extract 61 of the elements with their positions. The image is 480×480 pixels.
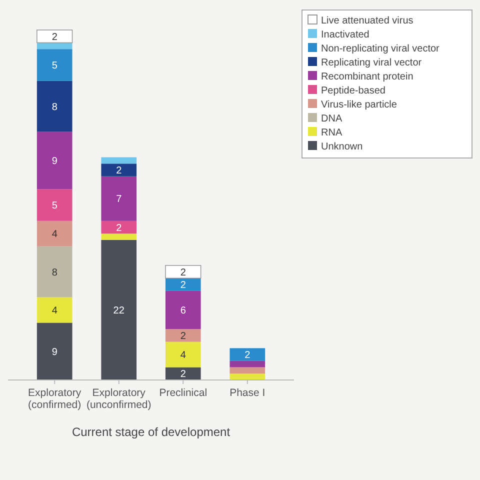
- bar: [36, 189, 72, 221]
- data-label: 2: [180, 267, 186, 278]
- legend-label: RNA: [321, 128, 342, 138]
- legend-label: Inactivated: [321, 30, 370, 40]
- bar: [165, 367, 201, 380]
- bar: [230, 367, 266, 374]
- data-label: 2: [180, 330, 186, 342]
- legend-label: Unknown: [321, 142, 363, 152]
- legend-label: Virus-like particle: [321, 100, 398, 110]
- data-label: 8: [52, 267, 58, 278]
- bar: [36, 42, 72, 50]
- bar: [165, 278, 201, 291]
- x-tick-label: Preclinical: [159, 387, 208, 399]
- x-tick-label: Exploratory (confirmed): [28, 387, 82, 411]
- data-label: 2: [180, 369, 186, 380]
- x-axis-title: Current stage of development: [72, 425, 231, 439]
- legend-label: Recombinant protein: [321, 72, 414, 82]
- bar: [36, 132, 72, 190]
- data-label: 8: [52, 102, 58, 113]
- bar: [36, 246, 72, 298]
- bar: [101, 240, 137, 380]
- bar: [101, 157, 137, 164]
- data-label: 22: [113, 306, 125, 316]
- legend-label: Live attenuated virus: [321, 16, 414, 26]
- bar: [101, 234, 137, 240]
- legend-label: Replicating viral vector: [321, 58, 422, 68]
- bar: [36, 49, 72, 81]
- bar: [101, 164, 137, 176]
- bar: [230, 374, 266, 380]
- bar: [230, 348, 266, 361]
- bar: [36, 322, 72, 380]
- bar: [165, 265, 202, 279]
- x-tick-label: Phase I: [230, 387, 266, 399]
- bar: [36, 80, 72, 132]
- data-label: 2: [116, 166, 122, 176]
- bar: [101, 220, 137, 234]
- bar: [165, 342, 201, 368]
- data-label: 4: [52, 229, 58, 240]
- bar: [36, 297, 72, 323]
- data-label: 4: [52, 306, 58, 316]
- bar: [36, 30, 73, 44]
- data-label: 7: [116, 194, 122, 206]
- bar: [165, 290, 201, 330]
- x-tick-label: Exploratory (unconfirmed): [86, 387, 152, 411]
- legend-label: Non-replicating viral vector: [321, 44, 440, 54]
- data-label: 9: [52, 156, 58, 167]
- legend-label: DNA: [321, 114, 342, 124]
- data-label: 2: [244, 350, 251, 362]
- legend-label: Peptide-based: [321, 86, 386, 96]
- bar: [165, 329, 201, 342]
- bar: [101, 176, 137, 221]
- data-label: 6: [180, 306, 186, 316]
- data-label: 4: [180, 350, 186, 362]
- data-label: 9: [52, 346, 58, 358]
- data-label: 2: [180, 280, 186, 292]
- bar: [230, 360, 266, 368]
- data-label: 2: [116, 222, 122, 234]
- data-label: 5: [52, 60, 58, 72]
- data-label: 2: [52, 32, 58, 43]
- data-label: 5: [52, 200, 58, 212]
- bar: [36, 220, 72, 246]
